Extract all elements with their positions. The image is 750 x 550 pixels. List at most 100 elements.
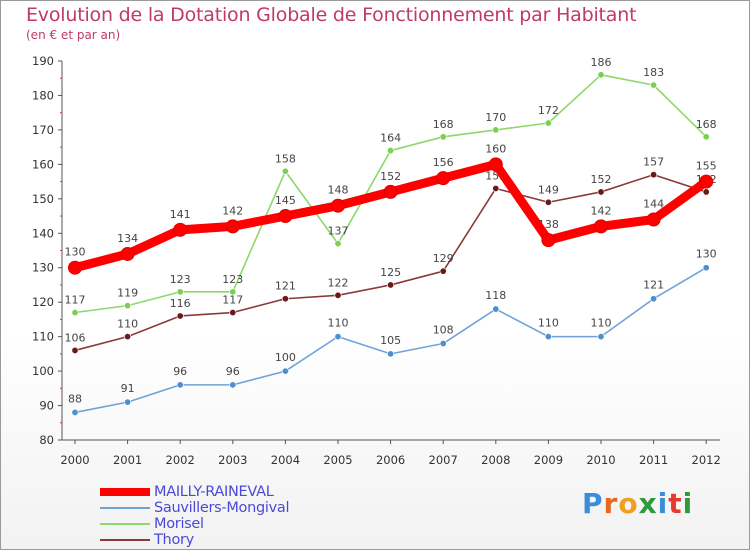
y-tick-label: 80 [39, 433, 54, 447]
data-label-thory: 122 [328, 276, 349, 289]
data-point-sauvillers-mongival [124, 398, 132, 406]
data-point-sauvillers-mongival [597, 333, 605, 341]
data-label-sauvillers-mongival: 105 [380, 334, 401, 347]
legend-swatch [100, 539, 150, 541]
data-label-mailly-raineval: 138 [538, 218, 559, 231]
data-point-mailly-raineval [383, 184, 398, 199]
data-point-thory [176, 312, 184, 320]
data-point-thory [702, 188, 710, 196]
y-tick-label: 190 [32, 54, 54, 68]
data-point-thory [492, 184, 500, 192]
data-label-sauvillers-mongival: 110 [328, 317, 349, 330]
data-point-sauvillers-mongival [281, 367, 289, 375]
data-point-mailly-raineval [541, 233, 556, 248]
logo-letter: t [668, 487, 683, 520]
data-point-morisel [281, 167, 289, 175]
data-label-sauvillers-mongival: 108 [433, 324, 454, 337]
series-line-thory [74, 173, 708, 352]
x-tick-label: 2007 [429, 453, 458, 467]
data-point-sauvillers-mongival [229, 381, 237, 389]
data-point-sauvillers-mongival [650, 295, 658, 303]
data-label-sauvillers-mongival: 121 [643, 279, 664, 292]
data-label-thory: 116 [170, 297, 191, 310]
data-label-morisel: 186 [591, 56, 612, 69]
data-label-thory: 149 [538, 183, 559, 196]
x-tick-label: 2005 [323, 453, 352, 467]
data-point-thory [650, 171, 658, 179]
data-label-mailly-raineval: 144 [643, 197, 664, 210]
data-point-morisel [492, 126, 500, 134]
data-label-sauvillers-mongival: 96 [173, 365, 187, 378]
data-point-mailly-raineval [646, 212, 661, 227]
data-point-mailly-raineval [331, 198, 345, 213]
data-point-mailly-raineval [68, 260, 82, 275]
data-label-morisel: 137 [328, 225, 349, 238]
data-point-sauvillers-mongival [71, 408, 79, 416]
data-point-sauvillers-mongival [334, 333, 342, 341]
logo-letter: P [582, 487, 604, 520]
y-tick-label: 100 [32, 364, 54, 378]
y-tick-label: 150 [32, 192, 54, 206]
data-label-morisel: 123 [222, 273, 243, 286]
data-point-mailly-raineval [699, 174, 714, 189]
data-label-mailly-raineval: 134 [117, 232, 138, 245]
y-tick-label: 170 [32, 123, 54, 137]
data-point-thory [544, 198, 552, 206]
data-label-thory: 121 [275, 280, 296, 293]
data-point-morisel [650, 81, 658, 89]
data-point-thory [334, 291, 342, 299]
data-label-thory: 117 [222, 294, 243, 307]
data-label-thory: 106 [65, 331, 86, 344]
data-label-sauvillers-mongival: 91 [121, 382, 135, 395]
data-label-morisel: 172 [538, 104, 559, 117]
y-tick-label: 90 [39, 399, 54, 413]
data-label-sauvillers-mongival: 96 [226, 365, 240, 378]
data-point-mailly-raineval [436, 171, 451, 186]
data-point-thory [124, 333, 132, 341]
data-point-morisel [597, 71, 605, 79]
proxiti-logo: Proxiti [582, 487, 693, 520]
x-tick-label: 2012 [692, 453, 721, 467]
data-label-thory: 110 [117, 318, 138, 331]
legend-label: Morisel [154, 516, 204, 532]
data-point-morisel [439, 133, 447, 141]
data-point-thory [71, 346, 79, 354]
data-point-sauvillers-mongival [544, 333, 552, 341]
x-tick-label: 2008 [481, 453, 510, 467]
y-tick-label: 140 [32, 226, 54, 240]
data-point-morisel [71, 309, 79, 317]
data-label-mailly-raineval: 145 [275, 194, 296, 207]
data-point-thory [439, 267, 447, 275]
data-point-morisel [387, 147, 395, 155]
data-label-morisel: 168 [433, 118, 454, 131]
data-label-mailly-raineval: 141 [170, 208, 191, 221]
legend-swatch [100, 488, 150, 496]
x-tick-label: 2001 [113, 453, 142, 467]
data-label-mailly-raineval: 148 [328, 184, 349, 197]
data-point-morisel [544, 119, 552, 127]
y-tick-label: 120 [32, 295, 54, 309]
data-label-morisel: 123 [170, 273, 191, 286]
data-point-morisel [176, 288, 184, 296]
data-point-morisel [702, 133, 710, 141]
data-label-morisel: 183 [643, 66, 664, 79]
data-point-mailly-raineval [120, 246, 135, 261]
data-label-sauvillers-mongival: 118 [485, 289, 506, 302]
data-label-mailly-raineval: 142 [222, 204, 243, 217]
data-label-mailly-raineval: 155 [696, 160, 717, 173]
data-label-morisel: 168 [696, 118, 717, 131]
data-label-morisel: 170 [485, 111, 506, 124]
data-label-sauvillers-mongival: 100 [275, 351, 296, 364]
data-point-thory [387, 281, 395, 289]
data-label-sauvillers-mongival: 88 [68, 392, 82, 405]
x-tick-label: 2002 [166, 453, 195, 467]
data-label-sauvillers-mongival: 130 [696, 248, 717, 261]
data-label-thory: 152 [591, 173, 612, 186]
y-tick-label: 130 [32, 261, 54, 275]
data-label-morisel: 117 [65, 294, 86, 307]
y-tick-label: 110 [32, 330, 54, 344]
data-point-sauvillers-mongival [702, 264, 710, 272]
logo-letter: r [603, 487, 619, 520]
